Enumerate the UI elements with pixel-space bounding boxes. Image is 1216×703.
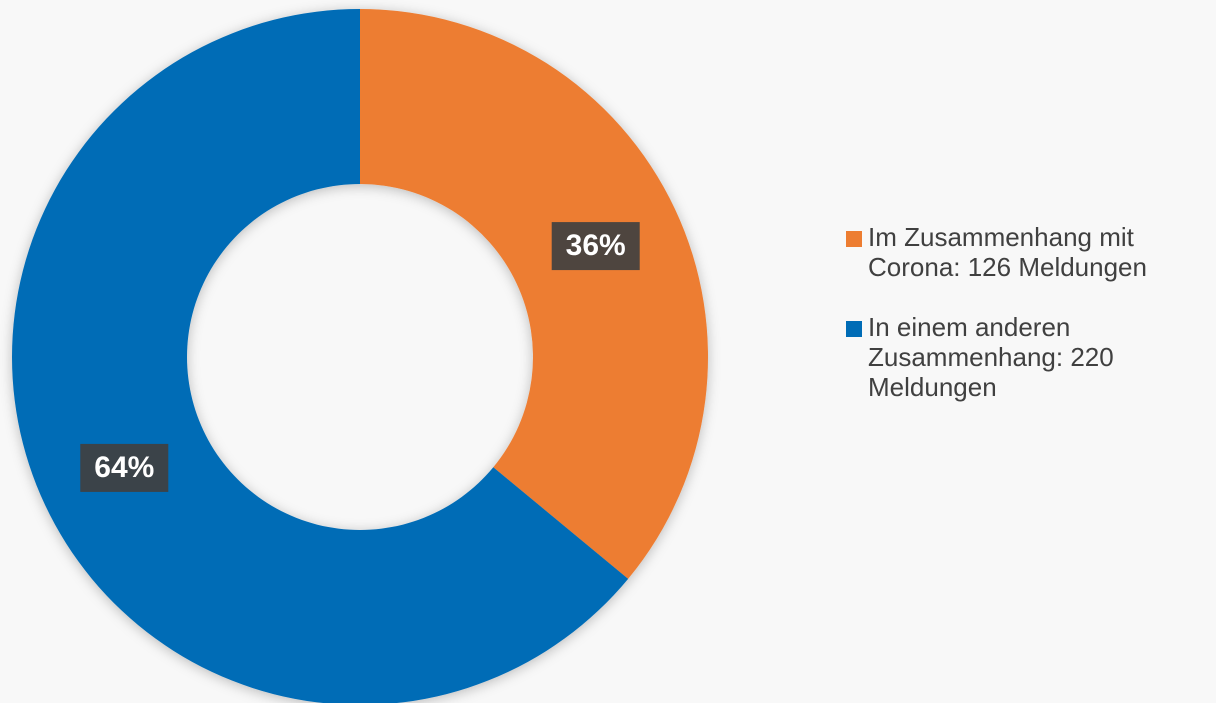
data-label: 64% [94,451,154,484]
donut [12,9,708,703]
legend-item: Im Zusammenhang mit Corona: 126 Meldunge… [846,222,1212,282]
data-label-box [551,222,640,271]
data-label-box [80,443,169,492]
legend-swatch [846,231,862,247]
donut-segment [12,9,629,703]
legend-item: In einem anderen Zusammenhang: 220 Meldu… [846,312,1212,402]
legend-swatch [846,321,862,337]
data-labels: 36% 64% [80,222,640,492]
donut-segment [360,9,708,579]
legend-label: In einem anderen Zusammenhang: 220 Meldu… [868,312,1114,402]
legend-label: Im Zusammenhang mit Corona: 126 Meldunge… [868,222,1147,282]
legend: Im Zusammenhang mit Corona: 126 Meldunge… [846,222,1212,432]
data-label: 36% [566,229,626,262]
